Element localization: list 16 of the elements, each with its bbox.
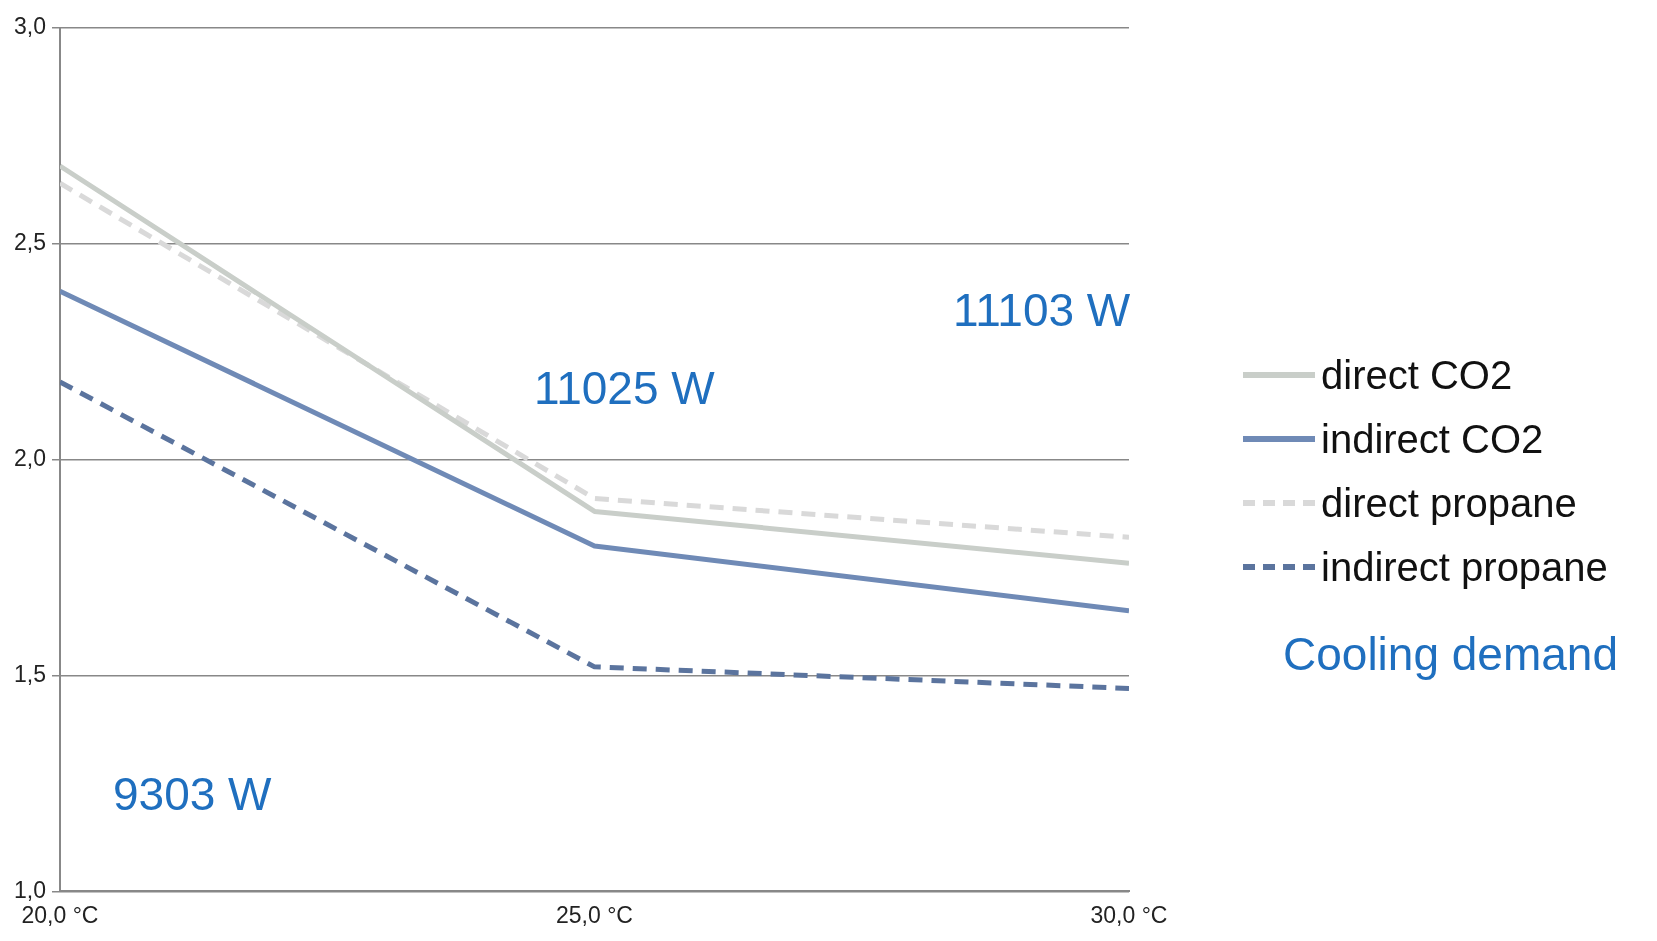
y-tick-label: 1,0 [13,876,46,903]
x-tick-label: 30,0 °C [1090,901,1168,928]
annotation: 11025 W [534,362,715,414]
annotation: 9303 W [113,768,272,820]
y-tick-label: 1,5 [13,660,46,687]
x-tick-label: 20,0 °C [21,901,99,928]
x-tick-label: 25,0 °C [556,901,633,928]
legend-label: indirect CO2 [1321,416,1544,462]
legend-label: indirect propane [1321,544,1608,590]
text: Cooling demand [1283,628,1619,680]
y-tick-label: 2,0 [13,444,46,471]
legend-label: direct CO2 [1321,352,1513,398]
annotation: 11103 W [953,284,1131,336]
y-tick-label: 3,0 [13,13,46,40]
legend-label: direct propane [1321,480,1577,526]
y-tick-label: 2,5 [13,229,46,256]
